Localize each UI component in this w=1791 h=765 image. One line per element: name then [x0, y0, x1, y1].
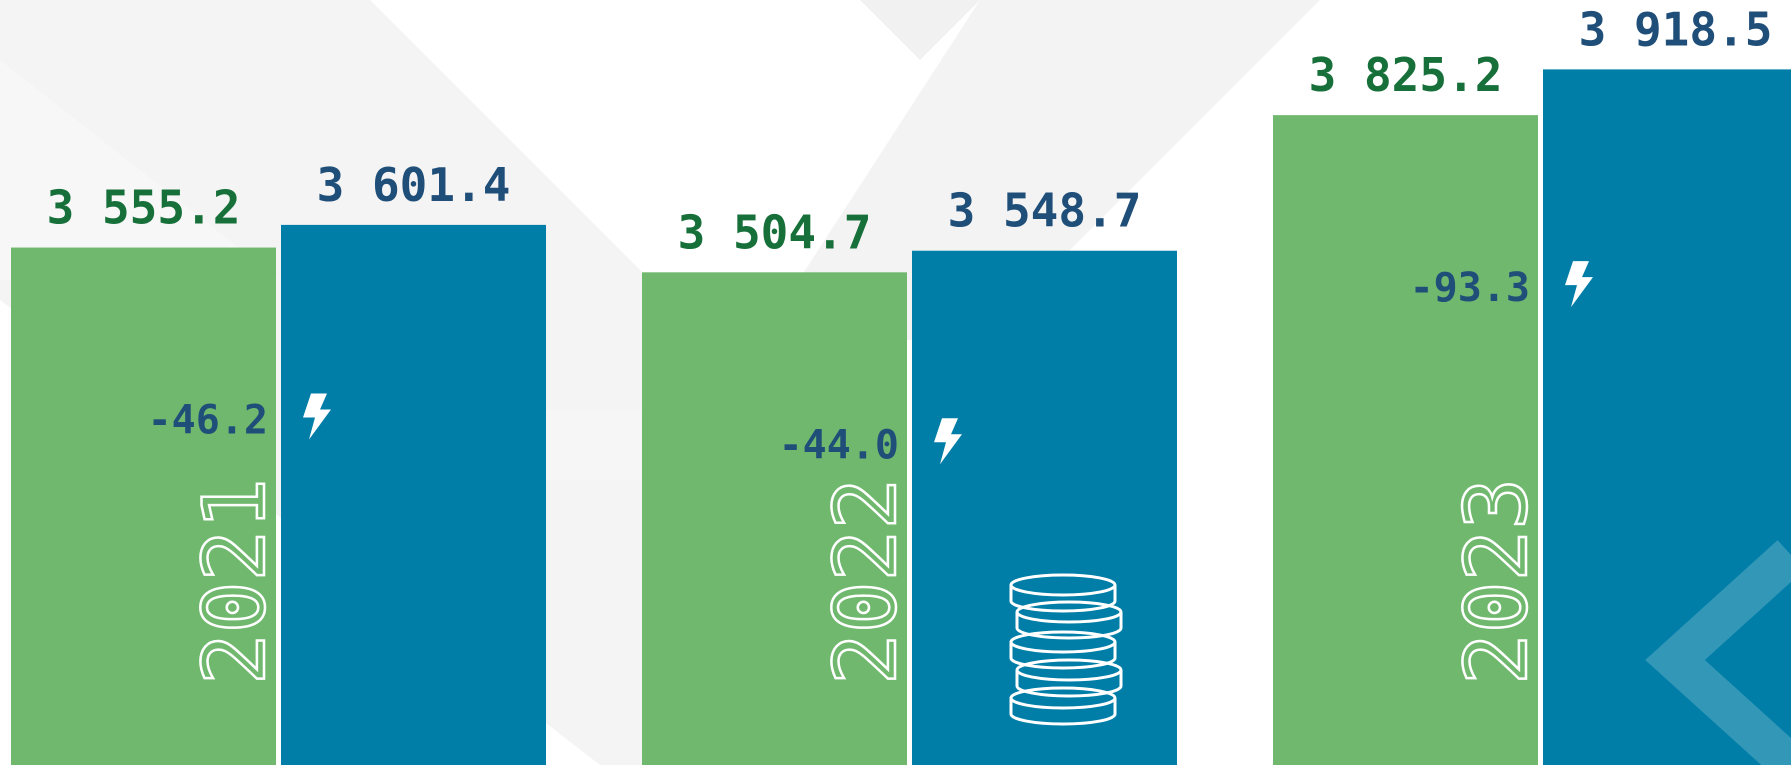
- category-label: 2023: [1447, 478, 1547, 685]
- category-label: 2021: [185, 478, 285, 685]
- bar: [281, 224, 546, 765]
- bar: [642, 272, 907, 765]
- value-label: 3 504.7: [678, 205, 872, 259]
- difference-label: -93.3: [1410, 265, 1530, 311]
- coins-icon: [1009, 573, 1123, 726]
- category-label: 2022: [816, 478, 916, 685]
- bar: [1543, 69, 1791, 765]
- coin-edge: [1009, 698, 1117, 726]
- value-label: 3 918.5: [1579, 2, 1773, 56]
- value-label: 3 548.7: [948, 184, 1142, 238]
- chevron: [1645, 540, 1791, 765]
- plot: 3 555.2 3 601.4 2021 -46.2 3 504.7 3 548.7 202…: [11, 2, 1791, 765]
- bar: [1273, 115, 1538, 765]
- difference-label: -44.0: [779, 422, 899, 468]
- lightning-icon: [1565, 261, 1593, 308]
- bar: [11, 247, 276, 765]
- coin-edge: [1015, 670, 1123, 698]
- coin-edge: [1015, 612, 1123, 640]
- lightning-icon: [934, 418, 962, 465]
- value-label: 3 825.2: [1309, 48, 1503, 102]
- value-label: 3 601.4: [317, 158, 511, 212]
- lightning-icon: [303, 393, 331, 440]
- difference-label: -46.2: [148, 398, 268, 444]
- value-label: 3 555.2: [47, 181, 241, 235]
- coin-edge: [1009, 642, 1117, 670]
